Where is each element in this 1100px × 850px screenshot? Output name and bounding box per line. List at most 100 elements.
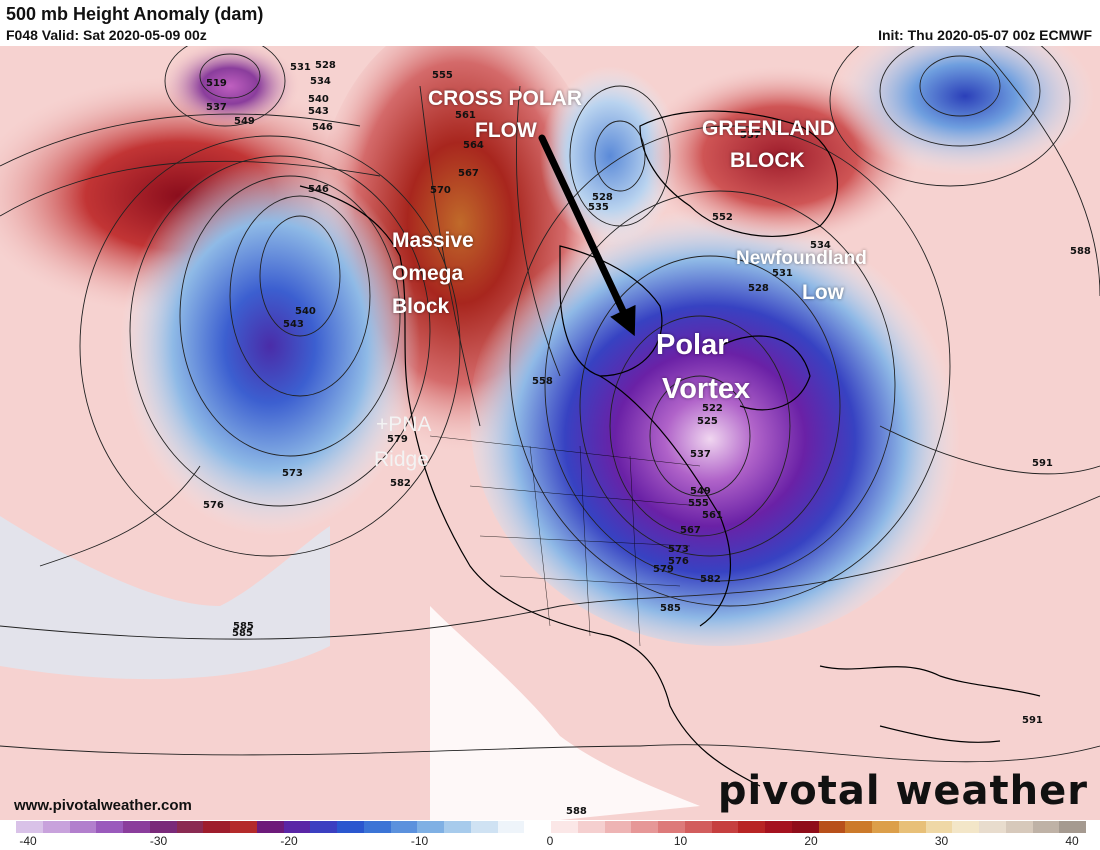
brand-logo: pivotal weather [717, 768, 1088, 814]
contour-label: 585 [660, 603, 681, 614]
contour-label-group: 519 531 528 534 537 540 543 546 549 555 … [203, 60, 1091, 817]
contour-label: 555 [432, 70, 453, 81]
contour-label: 585 [232, 628, 253, 639]
contour-label: 567 [458, 168, 479, 179]
contour-label: 531 [290, 62, 311, 73]
colorbar-swatch [1059, 821, 1086, 833]
colorbar-swatch [256, 821, 284, 833]
annotation-massive: Massive [392, 229, 474, 252]
colorbar-swatch [363, 821, 391, 833]
colorbar-tick-label: 10 [673, 834, 688, 848]
contour-label: 525 [697, 416, 718, 427]
colorbar-swatch [551, 821, 578, 833]
colorbar-swatch [390, 821, 418, 833]
contour-label: 534 [810, 240, 831, 251]
contour-label: 591 [1022, 715, 1043, 726]
contour-label: 576 [668, 556, 689, 567]
contour-label: 579 [387, 434, 408, 445]
contour-label: 591 [1032, 458, 1053, 469]
colorbar-tick-label: 20 [804, 834, 818, 848]
colorbar-swatch [845, 821, 872, 833]
height-anomaly-map: 519 531 528 534 537 540 543 546 549 555 … [0, 46, 1100, 820]
annotation-ridge: Ridge [374, 448, 429, 471]
colorbar-swatch [230, 821, 257, 833]
contour-label: 528 [592, 192, 613, 203]
colorbar-swatch [604, 821, 632, 833]
contour-label: 546 [312, 122, 333, 133]
contour-label: 567 [680, 525, 701, 536]
contour-label: 585 [233, 621, 254, 632]
colorbar-swatch [925, 821, 953, 833]
colorbar-swatch [470, 821, 498, 833]
annotation-greenland-block: BLOCK [730, 149, 805, 172]
contour-label: 549 [234, 116, 255, 127]
colorbar-swatch [337, 821, 364, 833]
contour-label: 540 [295, 306, 316, 317]
contour-label: 582 [700, 574, 721, 585]
height-contours [0, 46, 1100, 763]
contour-label: 588 [566, 806, 587, 817]
contour-label: 582 [390, 478, 411, 489]
colorbar-swatch [791, 821, 819, 833]
annotation-pna: +PNA [376, 413, 432, 436]
colorbar-swatch [738, 821, 765, 833]
contour-label: 561 [455, 110, 476, 121]
colorbar-tick-label: 40 [1065, 834, 1079, 848]
colorbar-swatch [16, 821, 43, 833]
contour-label: 573 [282, 468, 303, 479]
political-borders [429, 435, 701, 647]
colorbar-swatch [524, 821, 551, 833]
colorbar-swatch [203, 821, 230, 833]
contour-label: 546 [308, 184, 329, 195]
contour-label: 549 [690, 486, 711, 497]
colorbar-tick-label: -40 [19, 834, 37, 848]
colorbar-tick-label: -10 [410, 834, 429, 848]
contour-label: 537 [690, 449, 711, 460]
annotation-vortex: Vortex [662, 373, 751, 405]
map-title: 500 mb Height Anomaly (dam) [6, 4, 264, 24]
colorbar-tick-label: 30 [934, 834, 949, 848]
colorbar-swatch [872, 821, 899, 833]
weak-negative-region-sw [0, 516, 330, 680]
contour-label: 573 [668, 544, 689, 555]
colorbar-swatch [1005, 821, 1033, 833]
header-bar: 500 mb Height Anomaly (dam) F048 Valid: … [0, 0, 1100, 46]
colorbar-swatch [497, 821, 525, 833]
contour-label: 531 [772, 268, 793, 279]
colorbar-ticks: -40 -30 -20 -10 0 10 20 30 40 [0, 834, 1100, 850]
colorbar-swatch [42, 821, 70, 833]
negative-anomaly-northeast [835, 46, 1095, 176]
contour-label: 564 [463, 140, 484, 151]
contour-label: 535 [588, 202, 609, 213]
contour-label: 543 [308, 106, 329, 117]
colorbar-swatch [176, 821, 204, 833]
neutral-anomaly-region [430, 606, 700, 820]
colorbar-swatch [1032, 821, 1060, 833]
contour-label: 537 [206, 102, 227, 113]
colorbar-swatch [765, 821, 792, 833]
colorbar-swatch [631, 821, 658, 833]
coastlines [299, 110, 1041, 787]
colorbar-swatch [96, 821, 123, 833]
cross-polar-flow-arrow [538, 134, 636, 337]
colorbar-swatch [577, 821, 605, 833]
contour-label: 579 [653, 564, 674, 575]
annotation-greenland: GREENLAND [702, 117, 836, 140]
annotation-flow: FLOW [475, 119, 537, 142]
colorbar-swatch [952, 821, 979, 833]
contour-label: 570 [430, 185, 451, 196]
contour-label: 558 [532, 376, 553, 387]
colorbar-swatch [69, 821, 97, 833]
annotation-omega: Omega [392, 262, 464, 285]
source-url: www.pivotalweather.com [14, 797, 192, 814]
annotation-cross-polar: CROSS POLAR [428, 87, 583, 110]
contour-label: 588 [1070, 246, 1091, 257]
colorbar-swatch [898, 821, 926, 833]
contour-label: 540 [308, 94, 329, 105]
colorbar-swatch [417, 821, 444, 833]
colorbar-swatch [283, 821, 311, 833]
polar-vortex-anomaly [470, 186, 970, 646]
annotation-polar: Polar [656, 329, 729, 361]
colorbar-swatch [149, 821, 177, 833]
negative-anomaly-north [160, 46, 300, 131]
